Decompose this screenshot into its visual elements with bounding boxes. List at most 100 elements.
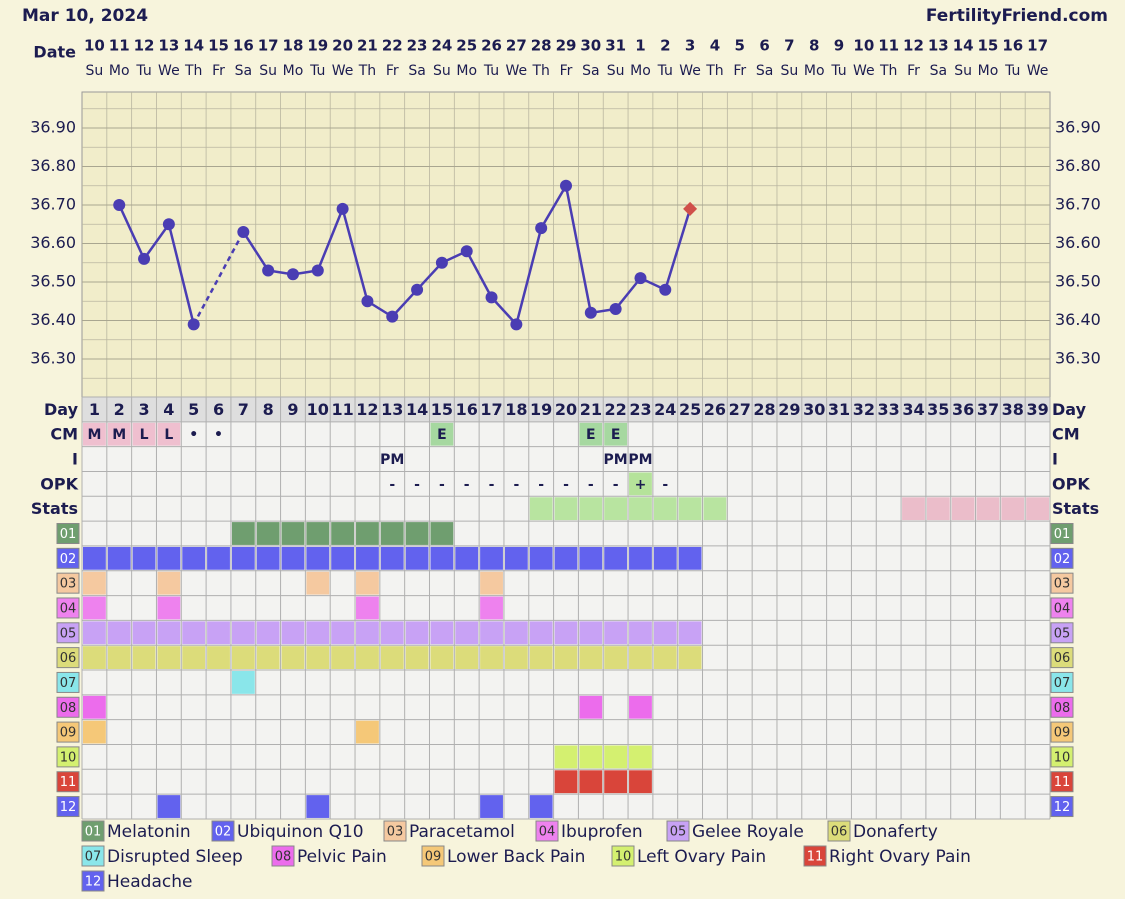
day-number: 3: [138, 400, 149, 419]
legend-label: Right Ovary Pain: [829, 847, 971, 867]
legend-box: [827, 820, 851, 842]
row-right-code: 10: [1054, 750, 1071, 765]
row-left-box: [56, 597, 80, 619]
weekday-label: Fr: [907, 63, 920, 79]
row-right-code: 04: [1054, 601, 1071, 616]
row-label: OPK: [40, 474, 78, 493]
day-number: 32: [853, 400, 875, 419]
date-label: 2: [660, 37, 670, 55]
temperature-point: [485, 291, 498, 304]
legend-code: 11: [807, 850, 824, 865]
legend-code: 10: [615, 850, 632, 865]
row-label: Day: [44, 400, 79, 419]
entry-cell: [579, 770, 603, 794]
entry-cell: [83, 646, 106, 670]
entry-cell: [579, 646, 603, 670]
date-label: 13: [928, 37, 949, 55]
day-row: [82, 397, 1050, 422]
row-left-box: [56, 572, 80, 594]
opk-cell: [629, 472, 652, 496]
weekday-label: Su: [954, 63, 972, 79]
y-tick-label: 36.30: [30, 349, 76, 368]
entry-cell: [256, 522, 280, 545]
date-label: 14: [953, 37, 974, 55]
row-right-code: 12: [1054, 800, 1071, 815]
cm-text: •: [214, 427, 223, 443]
entry-cell: [207, 646, 230, 670]
date-label: 1: [635, 37, 645, 55]
entry-cell: [678, 621, 702, 645]
row-left-code: 01: [60, 527, 77, 542]
temperature-point: [460, 245, 473, 258]
date-label: 9: [834, 37, 844, 55]
row-left-box: [56, 746, 80, 768]
temperature-point: [386, 310, 399, 323]
weekday-label: Th: [879, 63, 897, 79]
stats-cell: [976, 497, 1000, 521]
weekday-label: Tu: [830, 63, 846, 79]
date-label: 15: [208, 37, 229, 55]
date-label: Date: [33, 43, 76, 62]
day-number: 27: [729, 400, 751, 419]
entry-cell: [629, 646, 652, 670]
entry-cell: [182, 621, 206, 645]
date-label: 22: [382, 37, 403, 55]
cm-cell: [579, 422, 603, 446]
date-label: 3: [685, 37, 695, 55]
legend-box: [81, 870, 105, 892]
date-label: 17: [258, 37, 279, 55]
legend-box: [211, 820, 235, 842]
date-label: 10: [853, 37, 874, 55]
weekday-label: Mo: [109, 63, 130, 79]
legend-label: Ubiquinon Q10: [237, 822, 364, 842]
date-label: 19: [307, 37, 328, 55]
opk-text: -: [513, 477, 519, 493]
weekday-label: We: [158, 63, 180, 79]
entry-cell: [480, 646, 503, 670]
opk-text: -: [662, 477, 668, 493]
legend-label: Left Ovary Pain: [637, 847, 766, 867]
opk-text: -: [464, 477, 470, 493]
entry-cell: [554, 646, 578, 670]
entry-cell: [480, 546, 503, 570]
temperature-point: [609, 302, 622, 315]
entry-cell: [629, 621, 652, 645]
weekday-label: Mo: [804, 63, 825, 79]
weekday-label: Sa: [408, 63, 425, 79]
entry-cell: [629, 745, 652, 769]
row-right-code: 11: [1054, 775, 1071, 790]
entry-cell: [231, 671, 255, 694]
weekday-label: Th: [705, 63, 723, 79]
weekday-label: Su: [259, 63, 277, 79]
cm-cell: [604, 422, 628, 446]
temp-area: [81, 91, 1051, 398]
weekday-label: We: [332, 63, 354, 79]
stats-cell: [604, 497, 628, 521]
day-number: 7: [238, 400, 249, 419]
legend-label: Gelee Royale: [692, 822, 804, 842]
entry-cell: [405, 646, 429, 670]
temperature-point: [361, 295, 374, 308]
y-tick-label: 36.60: [30, 233, 76, 252]
entry-cell: [653, 621, 677, 645]
weekday-label: We: [1027, 63, 1049, 79]
y-tick-label-right: 36.50: [1055, 272, 1101, 291]
opk-text: -: [563, 477, 569, 493]
entry-cell: [331, 621, 355, 645]
row-left-code: 06: [60, 651, 77, 666]
date-label: 29: [556, 37, 577, 55]
date-label: 20: [332, 37, 353, 55]
y-tick-label-right: 36.70: [1055, 195, 1101, 214]
opk-text: +: [635, 477, 647, 493]
day-number: 20: [555, 400, 577, 419]
date-label: 10: [84, 37, 105, 55]
legend-code: 01: [85, 825, 102, 840]
y-tick-label: 36.90: [30, 118, 76, 137]
legend-box: [611, 845, 635, 867]
legend-box: [81, 845, 105, 867]
row-label-right: CM: [1052, 425, 1080, 444]
row-left-code: 07: [60, 676, 77, 691]
row-left-box: [56, 622, 80, 644]
row-left-code: 08: [60, 701, 77, 716]
day-number: 30: [803, 400, 825, 419]
